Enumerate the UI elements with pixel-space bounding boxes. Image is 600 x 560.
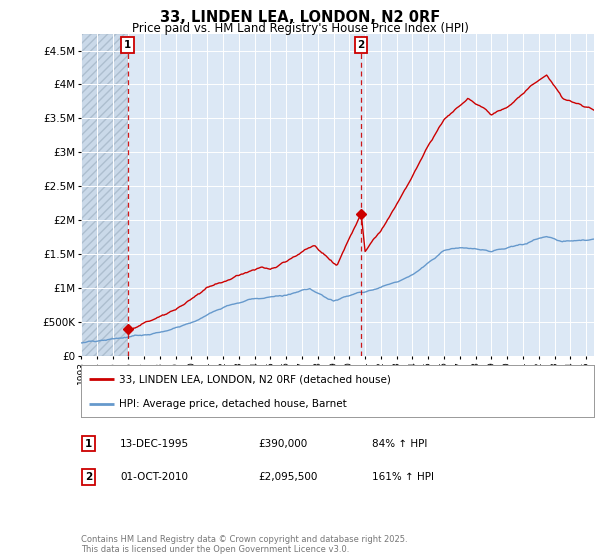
Text: HPI: Average price, detached house, Barnet: HPI: Average price, detached house, Barn… bbox=[119, 399, 347, 409]
Text: 33, LINDEN LEA, LONDON, N2 0RF: 33, LINDEN LEA, LONDON, N2 0RF bbox=[160, 10, 440, 25]
Text: 2: 2 bbox=[85, 472, 92, 482]
Text: 33, LINDEN LEA, LONDON, N2 0RF (detached house): 33, LINDEN LEA, LONDON, N2 0RF (detached… bbox=[119, 374, 391, 384]
Text: 1: 1 bbox=[85, 438, 92, 449]
Text: 2: 2 bbox=[358, 40, 365, 50]
Text: 13-DEC-1995: 13-DEC-1995 bbox=[120, 438, 189, 449]
Text: 01-OCT-2010: 01-OCT-2010 bbox=[120, 472, 188, 482]
Text: Contains HM Land Registry data © Crown copyright and database right 2025.
This d: Contains HM Land Registry data © Crown c… bbox=[81, 535, 407, 554]
Text: 1: 1 bbox=[124, 40, 131, 50]
Text: Price paid vs. HM Land Registry's House Price Index (HPI): Price paid vs. HM Land Registry's House … bbox=[131, 22, 469, 35]
Text: 161% ↑ HPI: 161% ↑ HPI bbox=[372, 472, 434, 482]
Text: £390,000: £390,000 bbox=[258, 438, 307, 449]
Text: 84% ↑ HPI: 84% ↑ HPI bbox=[372, 438, 427, 449]
Text: £2,095,500: £2,095,500 bbox=[258, 472, 317, 482]
